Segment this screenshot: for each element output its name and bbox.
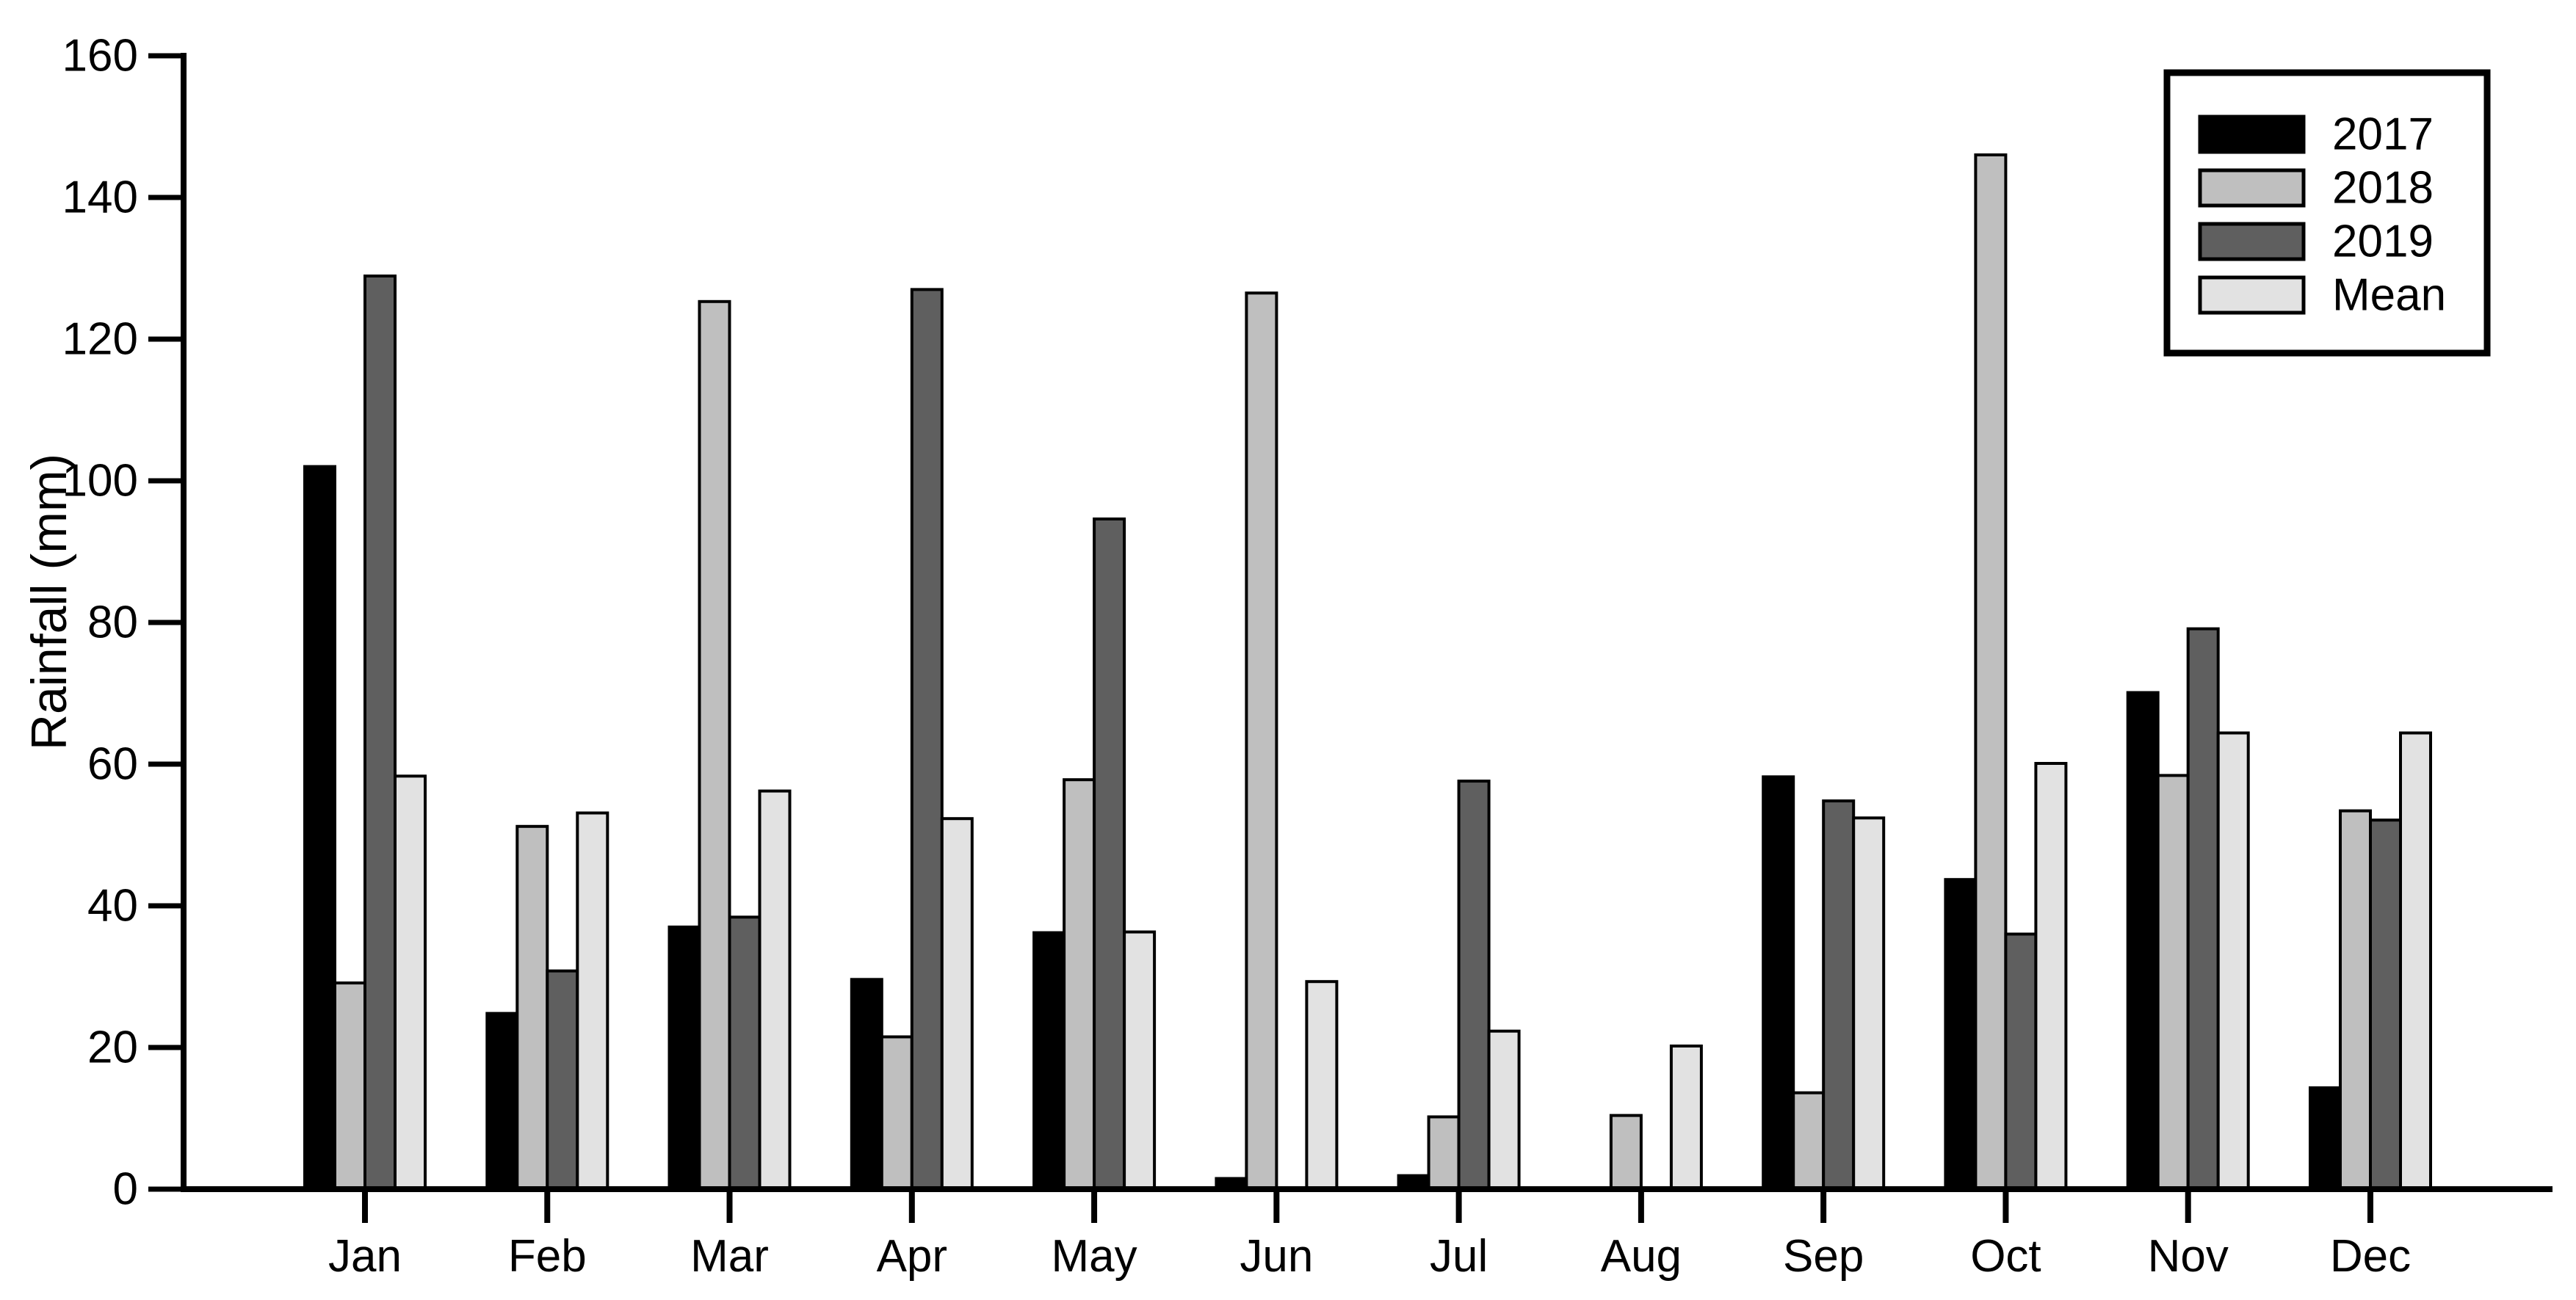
bar-may-2017 bbox=[1032, 931, 1066, 1189]
bar-dec-2018 bbox=[2339, 809, 2372, 1189]
bar-aug-mean bbox=[1669, 1045, 1703, 1189]
bar-feb-mean bbox=[576, 811, 609, 1189]
bar-jul-mean bbox=[1487, 1029, 1521, 1189]
bar-oct-mean bbox=[2034, 762, 2068, 1189]
x-tick-label-jun: Jun bbox=[1240, 1231, 1313, 1282]
legend-item-2017: 2017 bbox=[2198, 109, 2434, 160]
legend-label-2017: 2017 bbox=[2332, 109, 2434, 160]
x-tick-label-oct: Oct bbox=[1970, 1231, 2041, 1282]
bar-apr-2018 bbox=[880, 1035, 913, 1189]
bar-apr-2019 bbox=[910, 288, 944, 1189]
y-tick-label-100: 100 bbox=[62, 456, 138, 506]
bars-group bbox=[303, 153, 2432, 1190]
legend-label-2019: 2019 bbox=[2332, 217, 2434, 267]
bar-mar-2018 bbox=[698, 299, 731, 1189]
x-tick-label-apr: Apr bbox=[877, 1231, 947, 1282]
bar-jul-2017 bbox=[1397, 1174, 1430, 1189]
bar-nov-mean bbox=[2216, 731, 2250, 1189]
legend-swatch-mean bbox=[2198, 275, 2306, 315]
y-tick-label-20: 20 bbox=[87, 1023, 138, 1073]
x-tick-label-aug: Aug bbox=[1601, 1231, 1682, 1282]
bar-feb-2019 bbox=[546, 969, 579, 1189]
bar-jul-2019 bbox=[1457, 780, 1491, 1189]
bar-nov-2017 bbox=[2126, 691, 2160, 1189]
x-tick-label-mar: Mar bbox=[690, 1231, 769, 1282]
y-tick-label-80: 80 bbox=[87, 598, 138, 648]
x-tick-label-may: May bbox=[1052, 1231, 1137, 1282]
y-tick-label-60: 60 bbox=[87, 739, 138, 790]
x-tick-label-sep: Sep bbox=[1783, 1231, 1864, 1282]
bar-feb-2017 bbox=[485, 1012, 519, 1189]
bar-apr-mean bbox=[940, 817, 974, 1189]
legend-item-mean: Mean bbox=[2198, 270, 2446, 321]
bar-apr-2017 bbox=[850, 978, 883, 1190]
legend-item-2019: 2019 bbox=[2198, 217, 2434, 267]
bar-sep-2017 bbox=[1762, 775, 1795, 1190]
y-tick-label-0: 0 bbox=[113, 1164, 138, 1215]
bar-mar-2019 bbox=[728, 915, 761, 1190]
bar-nov-2019 bbox=[2186, 627, 2220, 1189]
legend-item-2018: 2018 bbox=[2198, 163, 2434, 214]
bar-aug-2018 bbox=[1609, 1114, 1643, 1189]
x-tick-label-jan: Jan bbox=[328, 1231, 402, 1282]
bar-mar-mean bbox=[758, 789, 792, 1189]
bar-jan-mean bbox=[394, 774, 427, 1190]
bar-nov-2018 bbox=[2156, 774, 2190, 1189]
x-tick-label-nov: Nov bbox=[2148, 1231, 2229, 1282]
legend-swatch-2019 bbox=[2198, 222, 2306, 261]
bar-jun-2018 bbox=[1245, 291, 1278, 1190]
bar-may-2019 bbox=[1093, 518, 1126, 1189]
x-axis: Jan Feb Mar Apr May Jun Jul Aug Sep Oct Nov Dec bbox=[181, 1186, 2553, 1282]
bar-sep-mean bbox=[1852, 816, 1886, 1190]
bar-oct-2017 bbox=[1944, 878, 1978, 1189]
bar-jan-2019 bbox=[363, 275, 397, 1189]
legend-swatch-2018 bbox=[2198, 168, 2306, 208]
y-axis-title: Rainfall (mm) bbox=[21, 454, 77, 750]
bar-jun-mean bbox=[1305, 980, 1339, 1189]
bar-sep-2018 bbox=[1792, 1091, 1826, 1189]
bar-jul-2018 bbox=[1427, 1115, 1461, 1189]
bar-oct-2019 bbox=[2004, 932, 2038, 1189]
legend-label-2018: 2018 bbox=[2332, 163, 2434, 214]
bar-dec-2019 bbox=[2369, 818, 2402, 1189]
x-tick-label-dec: Dec bbox=[2330, 1231, 2411, 1282]
bar-dec-mean bbox=[2399, 731, 2432, 1189]
bar-jan-2018 bbox=[333, 981, 366, 1189]
y-tick-label-120: 120 bbox=[62, 314, 138, 365]
y-tick-label-140: 140 bbox=[62, 173, 138, 223]
x-tick-label-feb: Feb bbox=[508, 1231, 587, 1282]
legend-label-mean: Mean bbox=[2332, 270, 2446, 321]
x-tick-label-jul: Jul bbox=[1430, 1231, 1488, 1282]
bar-may-mean bbox=[1123, 930, 1157, 1189]
bar-mar-2017 bbox=[667, 925, 701, 1190]
bar-feb-2018 bbox=[515, 824, 549, 1190]
bar-sep-2019 bbox=[1822, 799, 1856, 1189]
y-tick-label-160: 160 bbox=[62, 31, 138, 81]
y-tick-label-40: 40 bbox=[87, 881, 138, 932]
bar-may-2018 bbox=[1063, 778, 1096, 1189]
bar-oct-2018 bbox=[1974, 153, 2008, 1189]
legend-swatch-2017 bbox=[2198, 115, 2306, 154]
bar-dec-2017 bbox=[2309, 1086, 2342, 1190]
bar-jan-2017 bbox=[303, 465, 336, 1189]
y-axis: 0 20 40 60 80 100 120 140 160 bbox=[62, 31, 187, 1215]
